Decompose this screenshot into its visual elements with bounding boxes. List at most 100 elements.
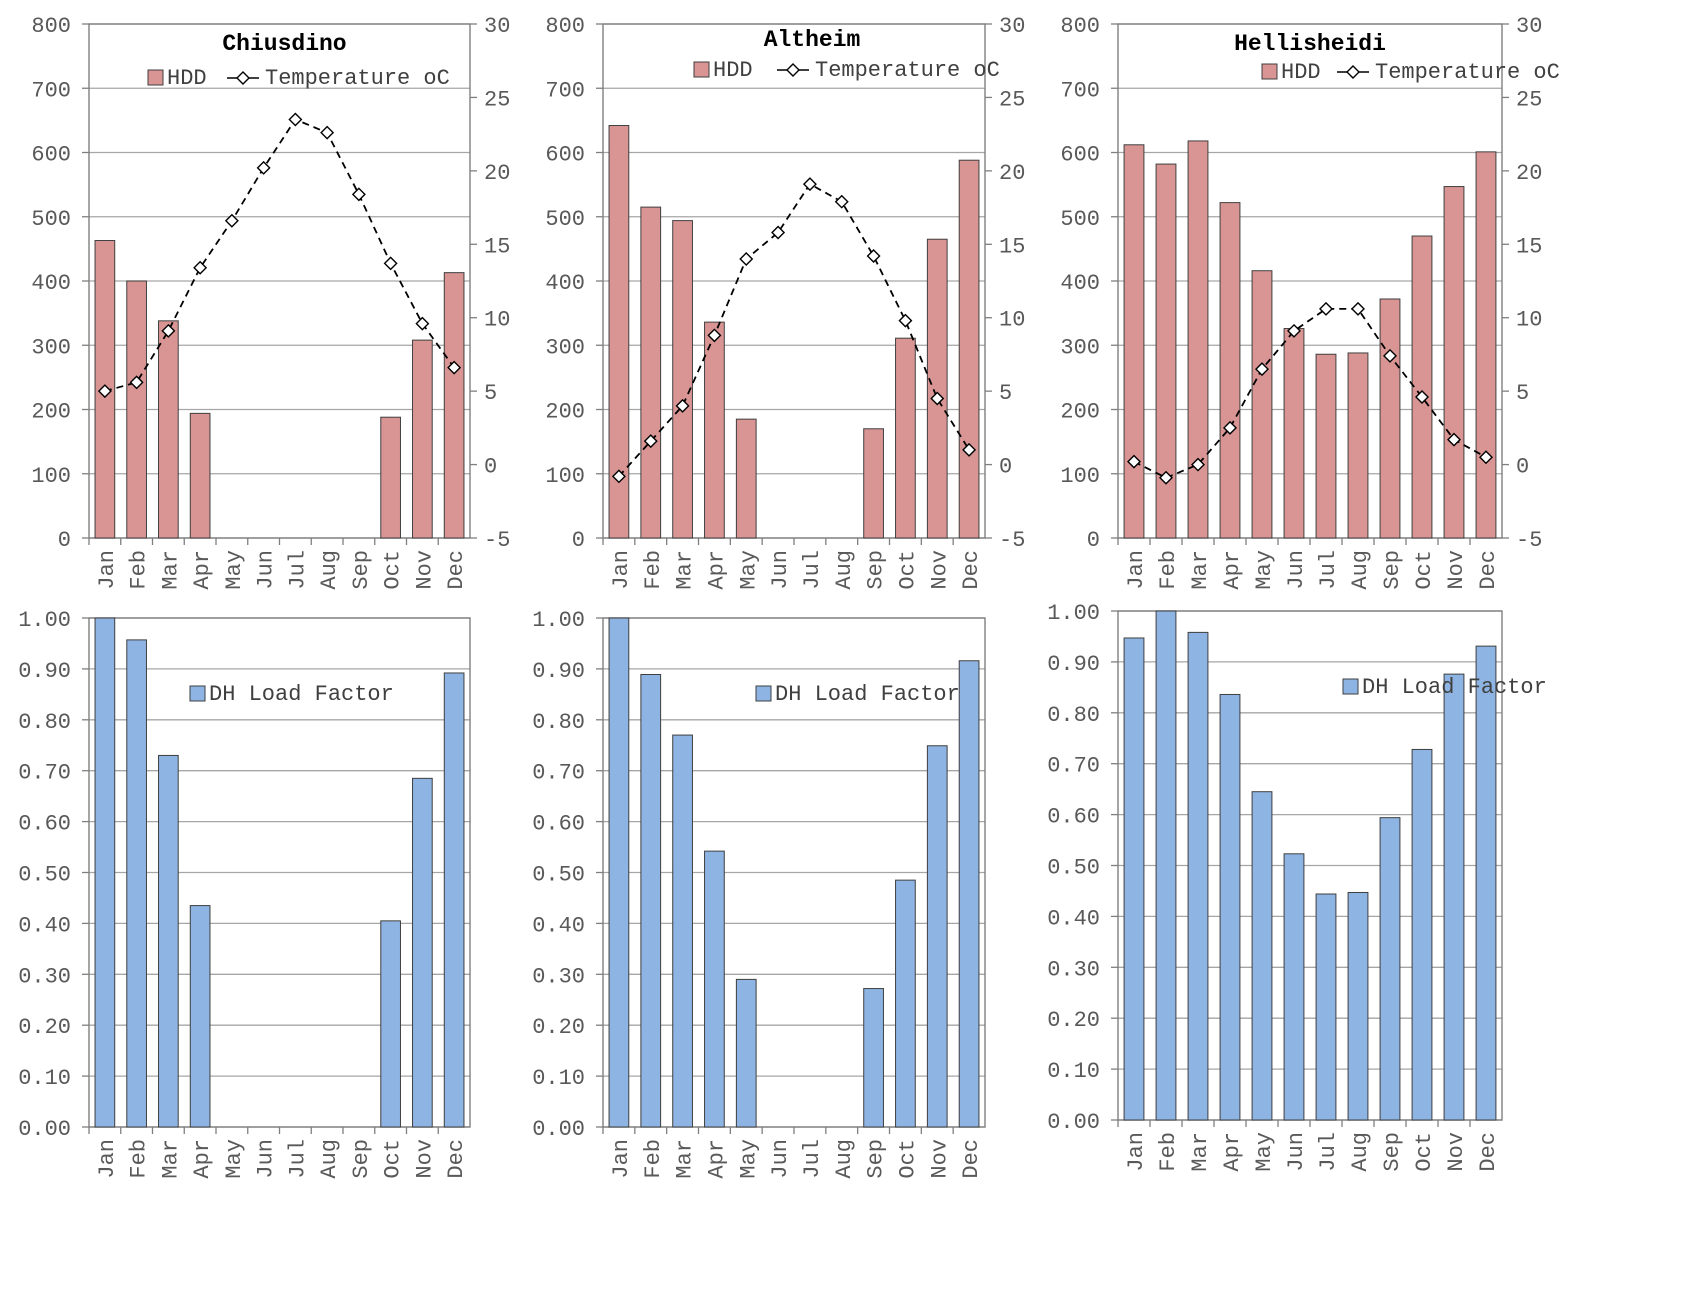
y-tick-label: 0.30	[1047, 957, 1100, 982]
y-tick-label: 300	[1060, 335, 1100, 360]
y2-tick-label: 30	[1516, 14, 1542, 39]
bar-dh-load-factor	[735, 978, 757, 1128]
x-tick-label: Dec	[959, 550, 984, 590]
x-tick-label: Apr	[1220, 550, 1245, 590]
y-tick-label: 400	[31, 271, 71, 296]
x-tick-label: Nov	[1444, 1132, 1469, 1172]
legend-label: HDD	[167, 66, 207, 91]
x-tick-label: Sep	[349, 550, 374, 590]
chart-3: 0 100 200 300 400 500 600 700 800 -5 0 5 10 15 20 25 30 J…	[1060, 14, 1559, 590]
temperature-point	[1479, 450, 1493, 465]
temperature-point	[1255, 362, 1269, 377]
temperature-point	[739, 251, 754, 266]
y-tick-label: 0.80	[1047, 703, 1100, 728]
y2-tick-label: 15	[1516, 234, 1542, 259]
x-tick-label: Dec	[1476, 550, 1501, 590]
x-tick-label: Nov	[927, 550, 952, 590]
y2-tick-label: 25	[1516, 87, 1542, 112]
x-tick-label: Jan	[1124, 1132, 1149, 1172]
y2-tick-label: -5	[999, 528, 1025, 553]
x-tick-label: Dec	[959, 1139, 984, 1179]
y2-tick-label: 15	[999, 234, 1025, 259]
x-tick-label: Nov	[1444, 550, 1469, 590]
bar-hdd	[895, 337, 916, 539]
chart-4: 0.00 0.10 0.20 0.30 0.40 0.50 0.60 0.70 0.80 0.90…	[18, 608, 471, 1179]
legend-swatch	[693, 61, 710, 78]
x-tick-label: Jun	[1284, 1132, 1309, 1172]
x-tick-label: Jan	[609, 1139, 634, 1179]
y-tick-label: 0.30	[18, 964, 71, 989]
legend-label: HDD	[1281, 60, 1321, 85]
y-tick-label: 0.70	[532, 761, 585, 786]
y-tick-label: 0.20	[532, 1015, 585, 1040]
x-tick-label: Sep	[1380, 1132, 1405, 1172]
bar-dh-load-factor	[94, 617, 116, 1128]
bar-dh-load-factor	[158, 754, 179, 1128]
bar-dh-load-factor	[608, 617, 630, 1128]
y-tick-label: 500	[31, 207, 71, 232]
x-tick-label: Mar	[1188, 1132, 1213, 1172]
y2-tick-label: 0	[484, 455, 497, 480]
bar-dh-load-factor	[672, 734, 693, 1128]
temperature-point	[930, 391, 945, 406]
temperature-point	[97, 384, 112, 399]
temperature-point	[320, 125, 335, 140]
y-tick-label: 700	[1060, 78, 1100, 103]
y-tick-label: 0.10	[532, 1066, 585, 1091]
temperature-point	[1351, 301, 1365, 316]
y-tick-label: 0.20	[18, 1015, 71, 1040]
bar-hdd	[1283, 328, 1305, 539]
y-tick-label: 0.60	[18, 812, 71, 837]
y-tick-label: 0.60	[1047, 805, 1100, 830]
x-tick-label: May	[1252, 550, 1277, 590]
y-tick-label: 0.80	[18, 710, 71, 735]
bar-dh-load-factor	[1283, 853, 1305, 1121]
x-tick-label: May	[222, 1139, 247, 1179]
y-tick-label: 300	[31, 335, 71, 360]
bar-dh-load-factor	[412, 777, 433, 1128]
legend-label: HDD	[713, 58, 753, 83]
x-tick-label: May	[736, 550, 761, 590]
bar-hdd	[704, 321, 725, 539]
bar-hdd	[863, 428, 884, 539]
bar-dh-load-factor	[640, 673, 662, 1128]
y-tick-label: 0.00	[1047, 1110, 1100, 1135]
chart-title: Hellisheidi	[1234, 31, 1386, 57]
y-tick-label: 200	[1060, 400, 1100, 425]
y-tick-label: 700	[545, 78, 585, 103]
y2-tick-label: 15	[484, 234, 510, 259]
x-tick-label: Jun	[254, 1139, 279, 1179]
temperature-point	[1191, 457, 1205, 472]
y-tick-label: 700	[31, 78, 71, 103]
y-tick-label: 0.50	[1047, 856, 1100, 881]
y2-tick-label: 10	[999, 308, 1025, 333]
temperature-point	[834, 194, 849, 209]
y-tick-label: 0.90	[1047, 652, 1100, 677]
y2-tick-label: 25	[484, 87, 510, 112]
x-tick-label: Mar	[158, 1139, 183, 1179]
temperature-point	[643, 434, 658, 449]
y2-tick-label: 25	[999, 87, 1025, 112]
x-tick-label: Oct	[1412, 1132, 1437, 1172]
x-tick-label: Nov	[412, 1139, 437, 1179]
y2-tick-label: 10	[484, 308, 510, 333]
x-tick-label: Sep	[864, 1139, 889, 1179]
y2-tick-label: 10	[1516, 308, 1542, 333]
x-tick-label: Jun	[254, 550, 279, 590]
bar-hdd	[1123, 144, 1145, 539]
bar-hdd	[1475, 151, 1497, 539]
temperature-point	[256, 160, 271, 175]
y-tick-label: 800	[545, 14, 585, 39]
y-tick-label: 0.80	[532, 710, 585, 735]
y-tick-label: 100	[1060, 464, 1100, 489]
x-tick-label: Oct	[381, 550, 406, 590]
temperature-point	[802, 177, 817, 192]
chart-title: Chiusdino	[222, 31, 346, 57]
y-tick-label: 0	[572, 528, 585, 553]
y-tick-label: 500	[545, 207, 585, 232]
y2-tick-label: 20	[484, 161, 510, 186]
y-tick-label: 0.30	[532, 964, 585, 989]
y2-tick-label: 20	[999, 161, 1025, 186]
x-tick-label: Aug	[832, 550, 857, 590]
